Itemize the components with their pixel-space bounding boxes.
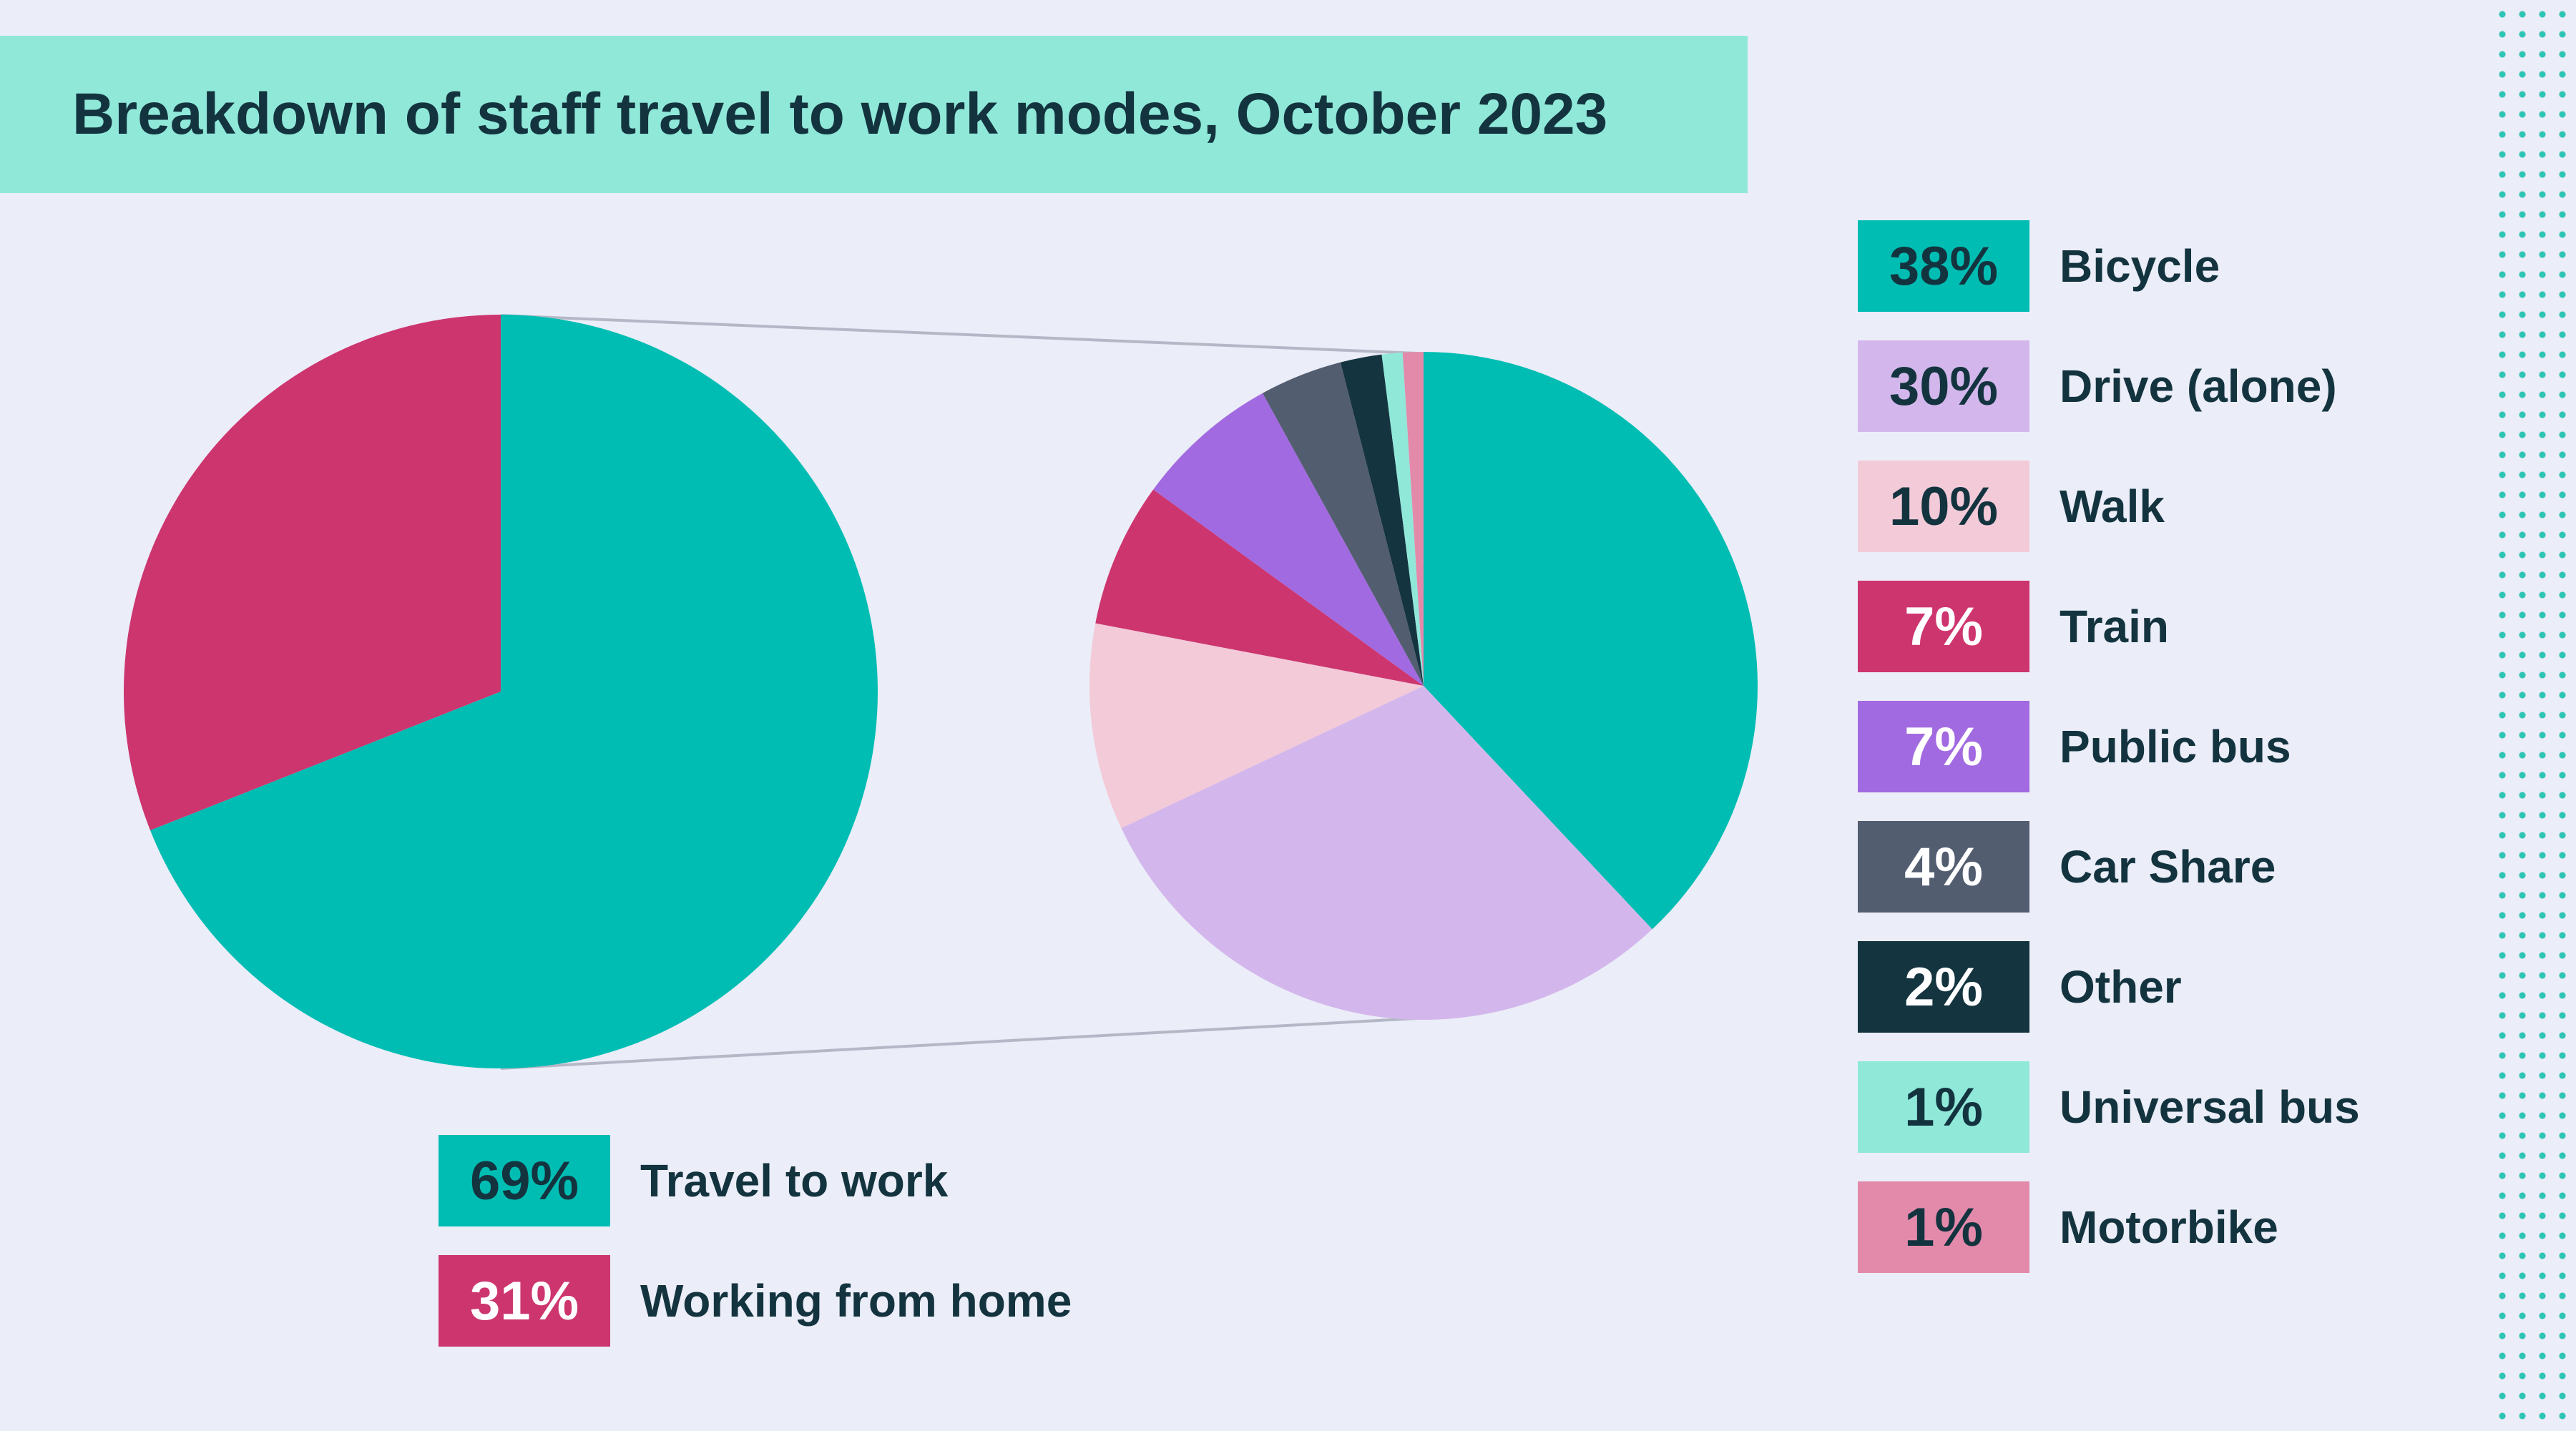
connector-line-top <box>500 314 1418 355</box>
pie-slice-bicycle <box>1424 352 1758 930</box>
zoom-connector-lines <box>500 314 1418 1070</box>
pie-slice-car-share <box>1263 362 1424 686</box>
travel-vs-home-pie <box>124 315 878 1068</box>
pie-slice-train <box>1095 489 1424 686</box>
decorative-dot-pattern <box>2489 0 2576 1431</box>
pie-slice-public-bus <box>1153 393 1424 686</box>
pie-slice-motorbike <box>1402 352 1424 686</box>
chart-title: Breakdown of staff travel to work modes,… <box>72 82 1608 147</box>
travel-modes-pie <box>1089 352 1758 1021</box>
pie-slice-working-from-home <box>124 315 501 831</box>
pie-slice-walk <box>1089 623 1424 828</box>
title-band: Breakdown of staff travel to work modes,… <box>0 36 1748 193</box>
pie-slice-travel-to-work <box>150 315 878 1068</box>
pie-slice-drive-alone <box>1121 686 1652 1021</box>
pie-slice-other <box>1340 354 1424 686</box>
pie-slice-universal-bus <box>1381 352 1424 686</box>
connector-line-bottom <box>500 1017 1418 1070</box>
